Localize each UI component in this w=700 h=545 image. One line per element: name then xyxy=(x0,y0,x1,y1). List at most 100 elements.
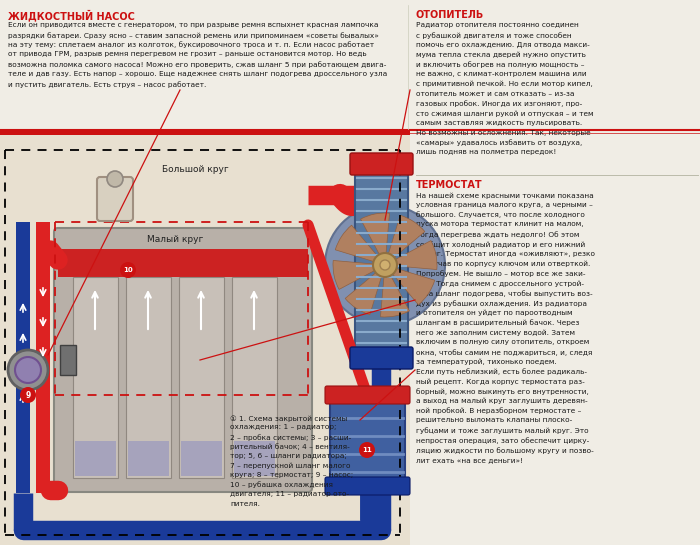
Text: Большой круг: Большой круг xyxy=(162,165,228,174)
FancyBboxPatch shape xyxy=(350,347,413,369)
Text: непростая операция, зато обеспечит цирку-: непростая операция, зато обеспечит цирку… xyxy=(416,437,589,444)
Text: круга; 8 – термостат; 9 – насос;: круга; 8 – термостат; 9 – насос; xyxy=(230,472,353,478)
Text: ① 1. Схема закрытой системы: ① 1. Схема закрытой системы xyxy=(230,415,347,422)
Wedge shape xyxy=(385,265,435,305)
Text: шланг. Термостат иногда «oживляют», резко: шланг. Термостат иногда «oживляют», резк… xyxy=(416,251,595,257)
Circle shape xyxy=(107,171,123,187)
Circle shape xyxy=(325,205,445,325)
Text: помочь его охлаждению. Для отвода макси-: помочь его охлаждению. Для отвода макси- xyxy=(416,41,589,48)
Wedge shape xyxy=(335,225,385,265)
Text: мума тепла стекла дверей нужно опустить: мума тепла стекла дверей нужно опустить xyxy=(416,51,586,58)
Text: на эту тему: сплетаем аналог из колготок, буксировочного троса и т. п. Если насо: на эту тему: сплетаем аналог из колготок… xyxy=(8,41,374,49)
Text: газовых пробок. Иногда их изгоняют, про-: газовых пробок. Иногда их изгоняют, про- xyxy=(416,100,582,107)
Text: разрядки батареи. Сразу ясно – ставим запасной ремень или припоминаем «советы бы: разрядки батареи. Сразу ясно – ставим за… xyxy=(8,32,379,39)
Bar xyxy=(0,130,410,545)
Circle shape xyxy=(8,350,48,390)
Text: ной пробкой. В неразборном термостате –: ной пробкой. В неразборном термостате – xyxy=(416,408,582,414)
Text: ТЕРМОСТАТ: ТЕРМОСТАТ xyxy=(416,180,482,190)
Text: теле и дав газу. Есть напор – хорошо. Еще надежнее снять шланг подогрева дроссел: теле и дав газу. Есть напор – хорошо. Ещ… xyxy=(8,71,387,77)
Text: ляцию жидкости по большому кругу и позво-: ляцию жидкости по большому кругу и позво… xyxy=(416,447,594,453)
Bar xyxy=(60,345,76,375)
Text: 2 – пробка системы; 3 – расши-: 2 – пробка системы; 3 – расши- xyxy=(230,434,351,441)
Bar xyxy=(355,155,408,365)
Text: губцами и тоже заглушить малый круг. Это: губцами и тоже заглушить малый круг. Это xyxy=(416,427,589,434)
Text: 10: 10 xyxy=(123,267,133,273)
Bar xyxy=(181,441,222,476)
Bar xyxy=(0,130,410,135)
Bar xyxy=(58,249,308,277)
Text: включим в полную силу отопитель, откроем: включим в полную силу отопитель, откроем xyxy=(416,339,589,345)
Text: пителя.: пителя. xyxy=(230,500,260,506)
Text: шлангам в расширительный бачок. Через: шлангам в расширительный бачок. Через xyxy=(416,319,580,326)
Bar xyxy=(73,277,118,478)
Text: отопитель может и сам отказать – из-за: отопитель может и сам отказать – из-за xyxy=(416,90,575,96)
Text: а выход на малый круг заглушить деревян-: а выход на малый круг заглушить деревян- xyxy=(416,398,587,404)
Text: него же заполним систему водой. Затем: него же заполним систему водой. Затем xyxy=(416,329,575,336)
Text: «самары» удавалось избавить от воздуха,: «самары» удавалось избавить от воздуха, xyxy=(416,140,582,147)
FancyBboxPatch shape xyxy=(97,177,133,221)
Text: ЖИДКОСТНЫЙ НАСОС: ЖИДКОСТНЫЙ НАСОС xyxy=(8,10,135,22)
Circle shape xyxy=(380,260,390,270)
Text: и включить обогрев на полную мощность –: и включить обогрев на полную мощность – xyxy=(416,61,584,68)
Text: ный рецепт. Когда корпус термостата раз-: ный рецепт. Когда корпус термостата раз- xyxy=(416,378,584,385)
Circle shape xyxy=(15,357,41,383)
Text: пел? Тогда снимем с дроссельного устрой-: пел? Тогда снимем с дроссельного устрой- xyxy=(416,280,584,287)
Text: ОТОПИТЕЛЬ: ОТОПИТЕЛЬ xyxy=(416,10,484,20)
Wedge shape xyxy=(333,261,385,289)
Text: Малый круг: Малый круг xyxy=(147,235,203,244)
Bar xyxy=(128,441,169,476)
Circle shape xyxy=(120,262,136,278)
Text: не важно, с климат-контролем машина или: не важно, с климат-контролем машина или xyxy=(416,71,587,77)
Text: тор; 5, 6 – шланги радиатора;: тор; 5, 6 – шланги радиатора; xyxy=(230,453,346,459)
Text: пуска мотора термостат клинит на малом,: пуска мотора термостат клинит на малом, xyxy=(416,221,584,227)
Text: Но возможны и осложнения. Так, некоторые: Но возможны и осложнения. Так, некоторые xyxy=(416,130,591,136)
Text: лит ехать «на все деньги»!: лит ехать «на все деньги»! xyxy=(416,457,523,463)
Text: Если он приводится вместе с генератором, то при разрыве ремня вспыхнет красная л: Если он приводится вместе с генератором,… xyxy=(8,22,379,28)
Text: рительный бачок; 4 – вентиля-: рительный бачок; 4 – вентиля- xyxy=(230,444,350,450)
Text: возможна поломка самого насоса! Можно его проверить, сжав шланг 5 при работающем: возможна поломка самого насоса! Можно ег… xyxy=(8,61,386,68)
Text: от привода ГРМ, разрыв ремня перегревом не грозит – раньше остановится мотор. Но: от привода ГРМ, разрыв ремня перегревом … xyxy=(8,51,367,57)
Text: Попробуем. Не вышло – мотор все же заки-: Попробуем. Не вышло – мотор все же заки- xyxy=(416,270,585,277)
Wedge shape xyxy=(360,213,389,265)
Text: и отопителя он уйдет по пароотводным: и отопителя он уйдет по пароотводным xyxy=(416,310,573,316)
FancyBboxPatch shape xyxy=(350,153,413,175)
Circle shape xyxy=(373,253,397,277)
Bar xyxy=(330,390,405,490)
Text: тогда перегрева ждать недолго! Об этом: тогда перегрева ждать недолго! Об этом xyxy=(416,231,580,238)
Text: охлаждения: 1 – радиатор;: охлаждения: 1 – радиатор; xyxy=(230,425,337,431)
Text: двигателя; 11 – радиатор ото-: двигателя; 11 – радиатор ото- xyxy=(230,491,349,497)
Wedge shape xyxy=(385,215,425,265)
Wedge shape xyxy=(385,240,437,270)
Text: окна, чтобы самим не поджариться, и, следя: окна, чтобы самим не поджариться, и, сле… xyxy=(416,349,592,356)
FancyBboxPatch shape xyxy=(325,386,410,404)
Wedge shape xyxy=(381,265,409,317)
Text: 9: 9 xyxy=(25,391,31,399)
Text: На нашей схеме красными точками показана: На нашей схеме красными точками показана xyxy=(416,192,594,198)
Text: большого. Случается, что после холодного: большого. Случается, что после холодного xyxy=(416,211,585,219)
Circle shape xyxy=(20,387,36,403)
Text: Радиатор отопителя постоянно соединен: Радиатор отопителя постоянно соединен xyxy=(416,22,579,28)
FancyBboxPatch shape xyxy=(325,477,410,495)
Text: решительно выломать клапаны плоско-: решительно выломать клапаны плоско- xyxy=(416,417,573,423)
Bar xyxy=(234,441,275,476)
Text: Если путь неблизкий, есть более радикаль-: Если путь неблизкий, есть более радикаль… xyxy=(416,368,587,375)
Bar xyxy=(126,277,171,478)
Text: за температурой, тихонько поедем.: за температурой, тихонько поедем. xyxy=(416,359,556,365)
Text: самым заставляя жидкость пульсировать.: самым заставляя жидкость пульсировать. xyxy=(416,120,582,126)
Text: дух из рубашки охлаждения. Из радиатора: дух из рубашки охлаждения. Из радиатора xyxy=(416,300,587,307)
Text: с примитивной печкой. Но если мотор кипел,: с примитивной печкой. Но если мотор кипе… xyxy=(416,81,593,87)
Text: 7 – перепускной шланг малого: 7 – перепускной шланг малого xyxy=(230,463,351,469)
Text: условная граница малого круга, а черными –: условная граница малого круга, а черными… xyxy=(416,202,593,208)
FancyBboxPatch shape xyxy=(54,228,312,492)
Circle shape xyxy=(359,442,375,458)
Text: постучав по корпусу ключом или отверткой.: постучав по корпусу ключом или отверткой… xyxy=(416,261,590,267)
Text: борный, можно выкинуть его внутренности,: борный, можно выкинуть его внутренности, xyxy=(416,388,589,395)
Bar xyxy=(232,277,277,478)
Bar xyxy=(75,441,116,476)
Bar xyxy=(16,222,30,493)
Text: и пустить двигатель. Есть струя – насос работает.: и пустить двигатель. Есть струя – насос … xyxy=(8,81,206,88)
Text: 10 – рубашка охлаждения: 10 – рубашка охлаждения xyxy=(230,481,333,488)
Bar xyxy=(179,277,224,478)
Text: ства шланг подогрева, чтобы выпустить воз-: ства шланг подогрева, чтобы выпустить во… xyxy=(416,290,593,297)
Text: сто сжимая шланги рукой и отпуская – и тем: сто сжимая шланги рукой и отпуская – и т… xyxy=(416,110,594,117)
